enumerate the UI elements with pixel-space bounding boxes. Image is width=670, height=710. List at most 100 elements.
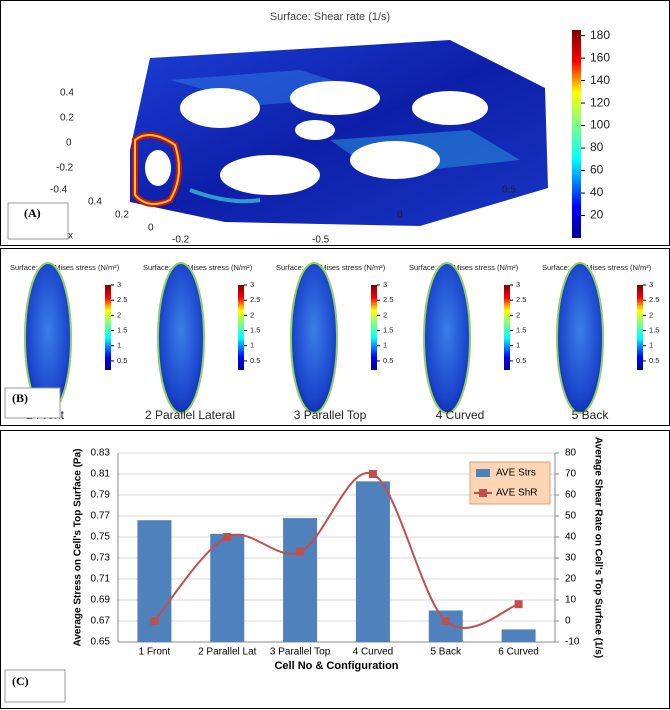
panel-label: (B) xyxy=(12,391,28,405)
legend-swatch xyxy=(476,469,490,477)
view-caption: 3 Parallel Top xyxy=(294,408,367,422)
z-tick-label: -0.2 xyxy=(56,163,74,174)
colorbar-tick-label: 2 xyxy=(117,310,121,319)
line-marker xyxy=(150,617,159,625)
colorbar-tick-label: 1.5 xyxy=(516,326,526,335)
colorbar-tick-label: 2.5 xyxy=(117,295,127,304)
x-tick-label: 0.5 xyxy=(502,185,516,196)
y2-tick-label: 80 xyxy=(565,448,577,459)
colorbar-tick-label: 1.5 xyxy=(649,326,659,335)
colorbar-tick-label: 40 xyxy=(590,185,604,199)
y-tick-label: 0.79 xyxy=(91,490,111,501)
label-box xyxy=(4,387,61,419)
colorbar xyxy=(105,285,111,370)
colorbar xyxy=(572,30,581,238)
panel-a-colorbar: 20 40 60 80 100 120 140 160 180 xyxy=(572,28,610,238)
colorbar-tick-label: 80 xyxy=(590,140,604,154)
colorbar-tick-label: 2.5 xyxy=(383,295,393,304)
colorbar-tick-label: 3 xyxy=(383,280,387,289)
y2-tick-label: 50 xyxy=(565,511,577,522)
colorbar-tick-label: 2 xyxy=(516,310,520,319)
colorbar-tick-label: 1 xyxy=(117,341,121,350)
colorbar-tick-label: 1.5 xyxy=(383,326,393,335)
line-marker xyxy=(441,617,450,625)
line-marker xyxy=(514,600,523,609)
colorbar-tick-label: 3 xyxy=(117,280,121,289)
bar xyxy=(501,629,536,642)
bar xyxy=(355,481,390,642)
panel-label: (A) xyxy=(24,206,41,220)
cell-render xyxy=(157,262,205,414)
y-tick-label: 0 xyxy=(148,223,154,234)
bar xyxy=(283,518,318,642)
y-tick-label: 0.65 xyxy=(91,637,111,648)
x-tick-label: -0.5 xyxy=(312,235,330,246)
colorbar-tick-label: 3 xyxy=(516,280,520,289)
colorbar-tick-label: 2 xyxy=(383,310,387,319)
view-title: Surface: von Mises stress (N/m²) xyxy=(276,263,386,272)
panel-b-views: Surface: von Mises stress (N/m²) 0.5 1 1.5 2… xyxy=(10,262,659,422)
y-tick-label: 0.4 xyxy=(88,197,102,208)
colorbar-tick-label: 60 xyxy=(590,163,604,177)
view-title: Surface: von Mises stress (N/m²) xyxy=(10,263,120,272)
cell-render xyxy=(290,262,338,414)
colorbar-tick-label: 1 xyxy=(516,341,520,350)
label-box xyxy=(7,202,69,240)
colorbar-tick-label: 140 xyxy=(590,73,610,87)
x-tick-label: 0 xyxy=(397,210,403,221)
z-tick-label: 0 xyxy=(66,138,72,149)
y2-tick-label: 10 xyxy=(565,595,577,606)
colorbar-tick-label: 180 xyxy=(590,28,610,42)
colorbar-tick-label: 0.5 xyxy=(516,356,526,365)
lattice-render xyxy=(130,40,548,226)
colorbar xyxy=(371,285,377,370)
colorbar-tick-label: 160 xyxy=(590,50,610,64)
z-tick-label: 0.2 xyxy=(60,113,74,124)
colorbar-tick-label: 2.5 xyxy=(649,295,659,304)
y-tick-label: 0.81 xyxy=(91,469,111,480)
colorbar-tick-label: 3 xyxy=(649,280,653,289)
cell-render xyxy=(423,262,471,414)
z-tick-label: -0.4 xyxy=(50,185,68,196)
colorbar-tick-label: 120 xyxy=(590,95,610,109)
legend-swatch xyxy=(479,489,487,497)
y-tick-label: 0.83 xyxy=(91,448,111,459)
y-tick-label: 0.2 xyxy=(115,210,129,221)
y2-tick-label: -10 xyxy=(565,637,580,648)
colorbar xyxy=(504,285,510,370)
colorbar-tick-label: 0.5 xyxy=(383,356,393,365)
x-tick-label: 6 Curved xyxy=(498,647,539,658)
y-tick-label: 0.75 xyxy=(91,532,111,543)
y-tick-label: 0.71 xyxy=(91,574,111,585)
y2-tick-label: 0 xyxy=(565,616,571,627)
colorbar-tick-label: 1 xyxy=(250,341,254,350)
y-tick-label: 0.67 xyxy=(91,616,111,627)
colorbar xyxy=(637,285,643,370)
x-tick-label: 5 Back xyxy=(430,647,462,658)
legend-label: AVE Strs xyxy=(496,468,536,479)
axis-name: x xyxy=(68,231,73,242)
label-box xyxy=(4,669,66,703)
y-tick-label: 0.77 xyxy=(91,511,111,522)
colorbar-tick-label: 0.5 xyxy=(117,356,127,365)
view-caption: 4 Curved xyxy=(436,408,485,422)
line-marker xyxy=(223,533,232,541)
x-tick-label: 3 Parallel Top xyxy=(270,647,331,658)
panel-label: (C) xyxy=(12,674,29,688)
colorbar-tick-label: 1 xyxy=(383,341,387,350)
view-title: Surface: von Mises stress (N/m²) xyxy=(542,263,652,272)
bar xyxy=(210,533,245,642)
x-tick-label: 1 Front xyxy=(139,647,171,658)
legend-label: AVE ShR xyxy=(496,488,538,499)
y2-tick-label: 70 xyxy=(565,469,577,480)
colorbar-tick-label: 2 xyxy=(649,310,653,319)
colorbar-tick-label: 20 xyxy=(590,208,604,222)
y2-tick-label: 30 xyxy=(565,553,577,564)
view-title: Surface: von Mises stress (N/m²) xyxy=(409,263,519,272)
y2-axis-title: Average Shear Rate on Cell's Top Surface… xyxy=(592,437,603,658)
colorbar-tick-label: 2.5 xyxy=(516,295,526,304)
x-tick-label: 2 Parallel Lat xyxy=(198,647,257,658)
colorbar-tick-label: 2.5 xyxy=(250,295,260,304)
y-tick-label: 0.73 xyxy=(91,553,111,564)
